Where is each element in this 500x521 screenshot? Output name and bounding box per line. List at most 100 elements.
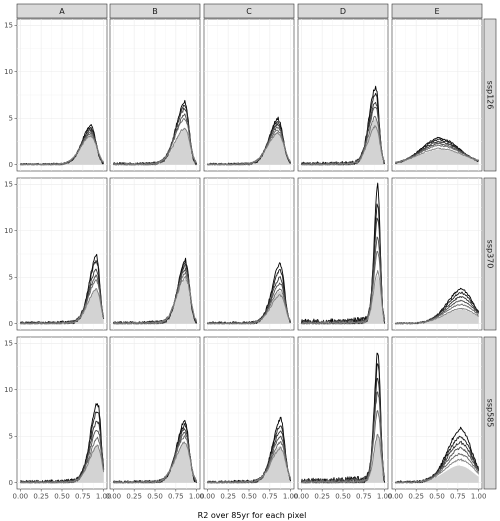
facet-strip-label-ssp585: ssp585 (486, 399, 495, 428)
model-density-line (300, 410, 386, 484)
x-tick-label: 0.00 (13, 493, 29, 501)
x-tick-label: 0.25 (408, 493, 424, 501)
x-tick-label: 1.00 (283, 493, 299, 501)
model-density-line (20, 444, 105, 484)
panel-plot-area (395, 287, 480, 325)
y-tick-label: 15 (4, 181, 13, 189)
facet-strip-ssp370 (483, 177, 497, 331)
x-tick-label: 1.00 (96, 493, 112, 501)
x-tick-label: 1.00 (189, 493, 205, 501)
facet-strip-B (109, 3, 201, 19)
panel-plot-area (19, 253, 105, 325)
panel-ssp370-A (16, 177, 108, 331)
facet-strip-label-B: B (152, 7, 158, 16)
x-tick-label: 0.50 (147, 493, 163, 501)
x-tick-label: 0.25 (220, 493, 236, 501)
x-tick-label: 0.00 (106, 493, 122, 501)
panel-ssp370-E (391, 177, 483, 331)
x-tick-label: 1.00 (377, 493, 393, 501)
reference-density-area (395, 309, 479, 324)
model-density-line (20, 279, 105, 325)
model-density-line (206, 131, 292, 166)
y-tick-label: 0 (9, 161, 13, 169)
model-density-line (207, 446, 292, 484)
model-density-line (301, 270, 386, 325)
y-tick-label: 10 (4, 386, 13, 394)
x-tick-label: 0.00 (200, 493, 216, 501)
y-tick-label: 0 (9, 320, 13, 328)
panel-plot-area (112, 99, 198, 166)
reference-density-area (113, 128, 197, 165)
reference-density-area (20, 132, 104, 165)
x-tick-label: 0.25 (314, 493, 330, 501)
reference-density-area (301, 275, 385, 324)
facet-strip-D (297, 3, 389, 19)
reference-density-area (395, 149, 479, 165)
panel-ssp126-C (203, 18, 295, 172)
panel-plot-area (206, 262, 292, 325)
model-density-line (112, 267, 198, 325)
reference-density-area (207, 446, 291, 483)
reference-density-area (395, 465, 479, 483)
reference-density-area (207, 130, 291, 165)
reference-density-area (20, 288, 104, 324)
model-density-line (395, 458, 480, 484)
x-tick-label: 0.00 (388, 493, 404, 501)
model-density-line (207, 294, 292, 325)
model-density-line (20, 132, 104, 166)
x-tick-label: 0.75 (168, 493, 184, 501)
panel-plot-area (20, 124, 105, 166)
x-tick-label: 0.25 (33, 493, 49, 501)
x-tick-label: 0.00 (294, 493, 310, 501)
facet-strip-C (203, 3, 295, 19)
reference-density-area (113, 442, 197, 483)
panel-plot-area (300, 85, 386, 166)
x-tick-label: 0.50 (335, 493, 351, 501)
facet-strip-label-ssp126: ssp126 (486, 81, 495, 110)
panel-plot-area (19, 403, 105, 484)
reference-density-area (113, 279, 197, 324)
x-tick-label: 0.25 (126, 493, 142, 501)
model-density-line (113, 127, 198, 166)
panel-ssp126-B (109, 18, 201, 172)
x-tick-label: 0.50 (429, 493, 445, 501)
model-density-line (301, 250, 386, 325)
panel-ssp585-C (203, 336, 295, 490)
model-density-line (20, 436, 105, 484)
model-density-line (112, 435, 198, 484)
panel-ssp370-B (109, 177, 201, 331)
facet-strip-label-C: C (246, 7, 252, 16)
x-tick-label: 0.75 (356, 493, 372, 501)
model-density-line (20, 288, 105, 325)
panel-plot-area (206, 116, 292, 166)
reference-density-area (207, 290, 291, 324)
panel-ssp585-E (391, 336, 483, 490)
facet-strip-A (16, 3, 108, 19)
x-tick-label: 1.00 (471, 493, 487, 501)
model-density-line (113, 275, 198, 325)
facet-strip-label-ssp370: ssp370 (486, 240, 495, 269)
model-density-line (301, 125, 386, 166)
y-tick-label: 0 (9, 479, 13, 487)
x-tick-label: 0.75 (450, 493, 466, 501)
x-axis-title: R2 over 85yr for each pixel (198, 511, 307, 520)
model-density-line (20, 134, 105, 166)
y-tick-label: 15 (4, 22, 13, 30)
panels-layer (16, 18, 483, 490)
panel-plot-area (112, 419, 198, 484)
panel-ssp585-A (16, 336, 108, 490)
panel-ssp126-A (16, 18, 108, 172)
x-tick-label: 0.75 (75, 493, 91, 501)
facet-strip-label-E: E (434, 7, 439, 16)
y-tick-label: 10 (4, 227, 13, 235)
panel-ssp126-E (391, 18, 483, 172)
panel-ssp585-B (109, 336, 201, 490)
model-density-line (19, 411, 105, 484)
model-density-line (20, 259, 105, 325)
x-tick-label: 0.50 (241, 493, 257, 501)
model-density-line (112, 271, 198, 325)
panel-ssp370-C (203, 177, 295, 331)
model-density-line (394, 147, 479, 164)
